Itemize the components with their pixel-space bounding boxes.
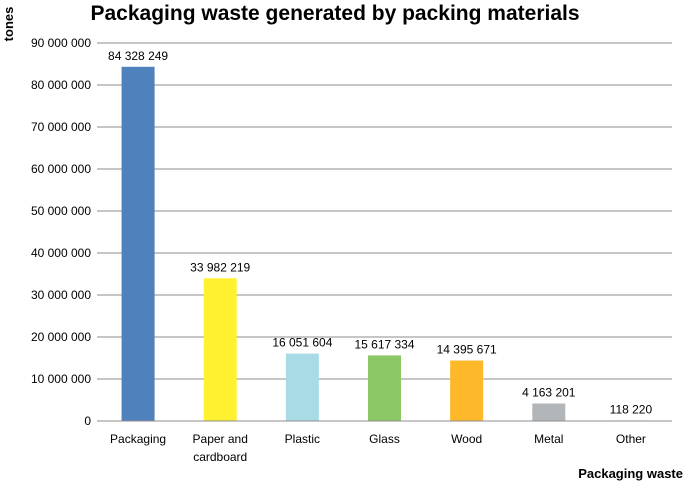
category-labels: Packaging Paper and cardboard Plastic Glass W… — [110, 432, 646, 464]
y-tick-label: 40 000 000 — [31, 246, 91, 260]
data-labels: 84 328 249 33 982 219 16 051 604 15 617 334… — [108, 49, 652, 417]
y-axis-ticks: 0 10 000 000 20 000 000 30 000 000 40 000 00… — [31, 36, 91, 428]
y-tick-label: 0 — [84, 414, 91, 428]
data-label: 14 395 671 — [437, 343, 497, 357]
data-label: 118 220 — [610, 402, 653, 416]
data-label: 33 982 219 — [190, 260, 250, 274]
y-tick-label: 10 000 000 — [31, 372, 91, 386]
y-tick-label: 50 000 000 — [31, 204, 91, 218]
y-tick-label: 30 000 000 — [31, 288, 91, 302]
y-tick-label: 70 000 000 — [31, 120, 91, 134]
category-label: Metal — [534, 432, 563, 446]
bars — [121, 66, 648, 422]
data-label: 15 617 334 — [354, 337, 414, 351]
y-tick-label: 80 000 000 — [31, 78, 91, 92]
bar — [285, 353, 319, 421]
category-label: Paper and cardboard — [193, 432, 248, 464]
y-tick-label: 20 000 000 — [31, 330, 91, 344]
y-tick-label: 60 000 000 — [31, 162, 91, 176]
gridlines — [97, 42, 672, 380]
category-label: Plastic — [285, 432, 320, 446]
data-label: 84 328 249 — [108, 49, 168, 63]
bar — [121, 66, 155, 422]
bar — [368, 355, 401, 421]
bar — [203, 278, 237, 421]
category-label: Other — [616, 432, 646, 446]
y-tick-label: 90 000 000 — [31, 36, 91, 50]
bar — [532, 403, 566, 421]
chart-title: Packaging waste generated by packing mat… — [90, 2, 579, 25]
x-axis-title: Packaging waste — [578, 466, 683, 481]
category-label: Glass — [369, 432, 400, 446]
category-label: Packaging — [110, 432, 166, 446]
data-label: 4 163 201 — [522, 386, 576, 400]
y-axis-title: tones — [1, 7, 16, 42]
bar — [450, 360, 484, 421]
data-label: 16 051 604 — [272, 336, 332, 350]
category-label: Wood — [451, 432, 482, 446]
